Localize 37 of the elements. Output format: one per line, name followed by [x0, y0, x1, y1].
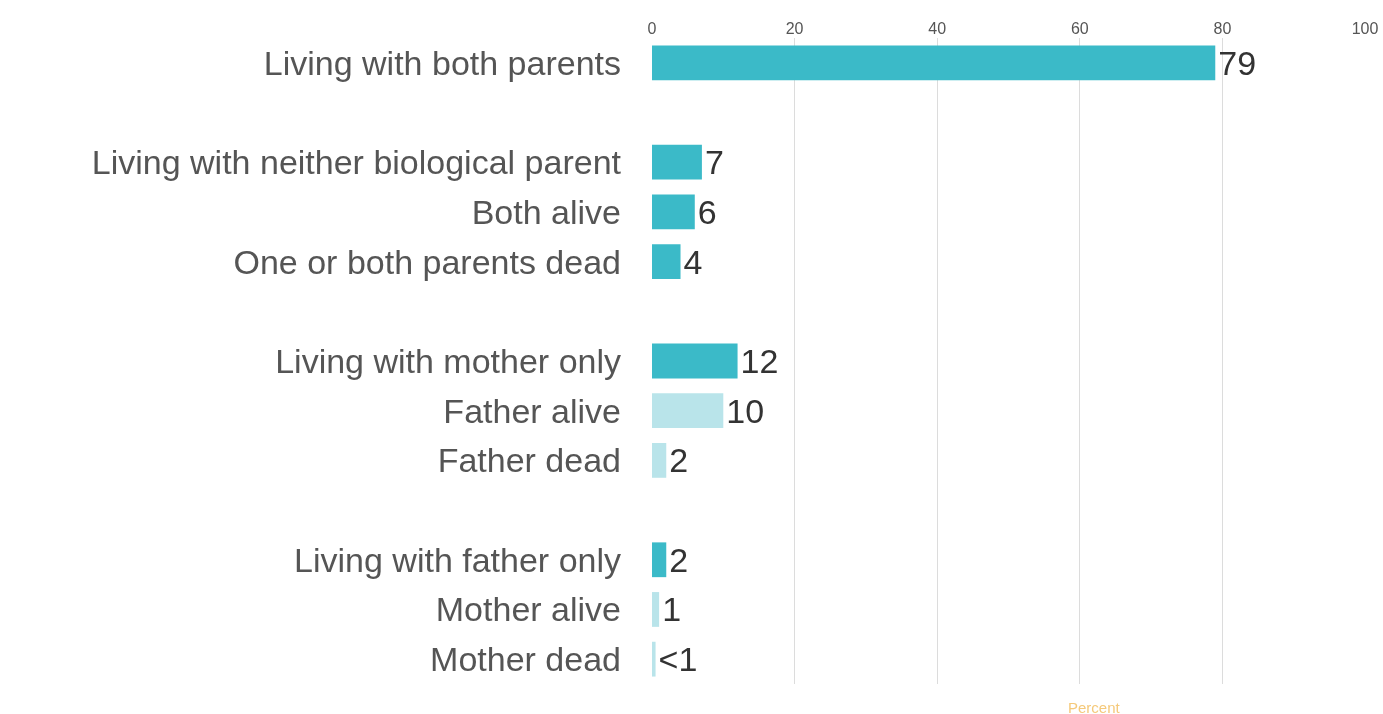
y-tick-label: Father dead [437, 441, 621, 480]
bar [652, 194, 695, 230]
x-tick-label: 100 [1351, 19, 1379, 37]
data-label: 10 [726, 391, 765, 430]
data-label: 6 [697, 192, 717, 231]
data-label: 79 [1218, 43, 1257, 82]
bar [652, 343, 738, 379]
data-label: 2 [669, 540, 689, 579]
data-label: 1 [662, 590, 682, 629]
y-tick-label: Mother dead [430, 640, 621, 679]
x-tick-label: 20 [785, 19, 804, 37]
bar [652, 393, 724, 429]
x-tick-label: 0 [647, 19, 657, 37]
bar [652, 592, 660, 627]
bar [652, 542, 667, 578]
y-tick-label: Both alive [471, 192, 621, 231]
y-tick-label: Living with both parents [263, 43, 621, 82]
x-tick-label: 40 [928, 19, 947, 37]
bar [652, 442, 667, 478]
y-tick-label: One or both parents dead [233, 242, 621, 281]
bar [652, 144, 702, 180]
data-label: 4 [683, 242, 703, 281]
data-label: <1 [658, 640, 698, 679]
data-label: 2 [669, 441, 689, 480]
y-tick-label: Father alive [443, 391, 621, 430]
x-axis-title: Percent [1068, 699, 1121, 714]
data-label: 7 [704, 143, 724, 182]
bar [652, 244, 681, 280]
bar [652, 45, 1216, 81]
data-label: 12 [740, 342, 779, 380]
x-tick-label: 80 [1213, 19, 1232, 37]
y-tick-label: Living with neither biological parent [91, 143, 622, 182]
y-tick-label: Living with father only [294, 540, 621, 579]
y-tick-label: Mother alive [435, 590, 621, 629]
x-tick-label: 60 [1070, 19, 1089, 37]
y-tick-label: Living with mother only [275, 341, 621, 380]
bar [652, 641, 656, 677]
